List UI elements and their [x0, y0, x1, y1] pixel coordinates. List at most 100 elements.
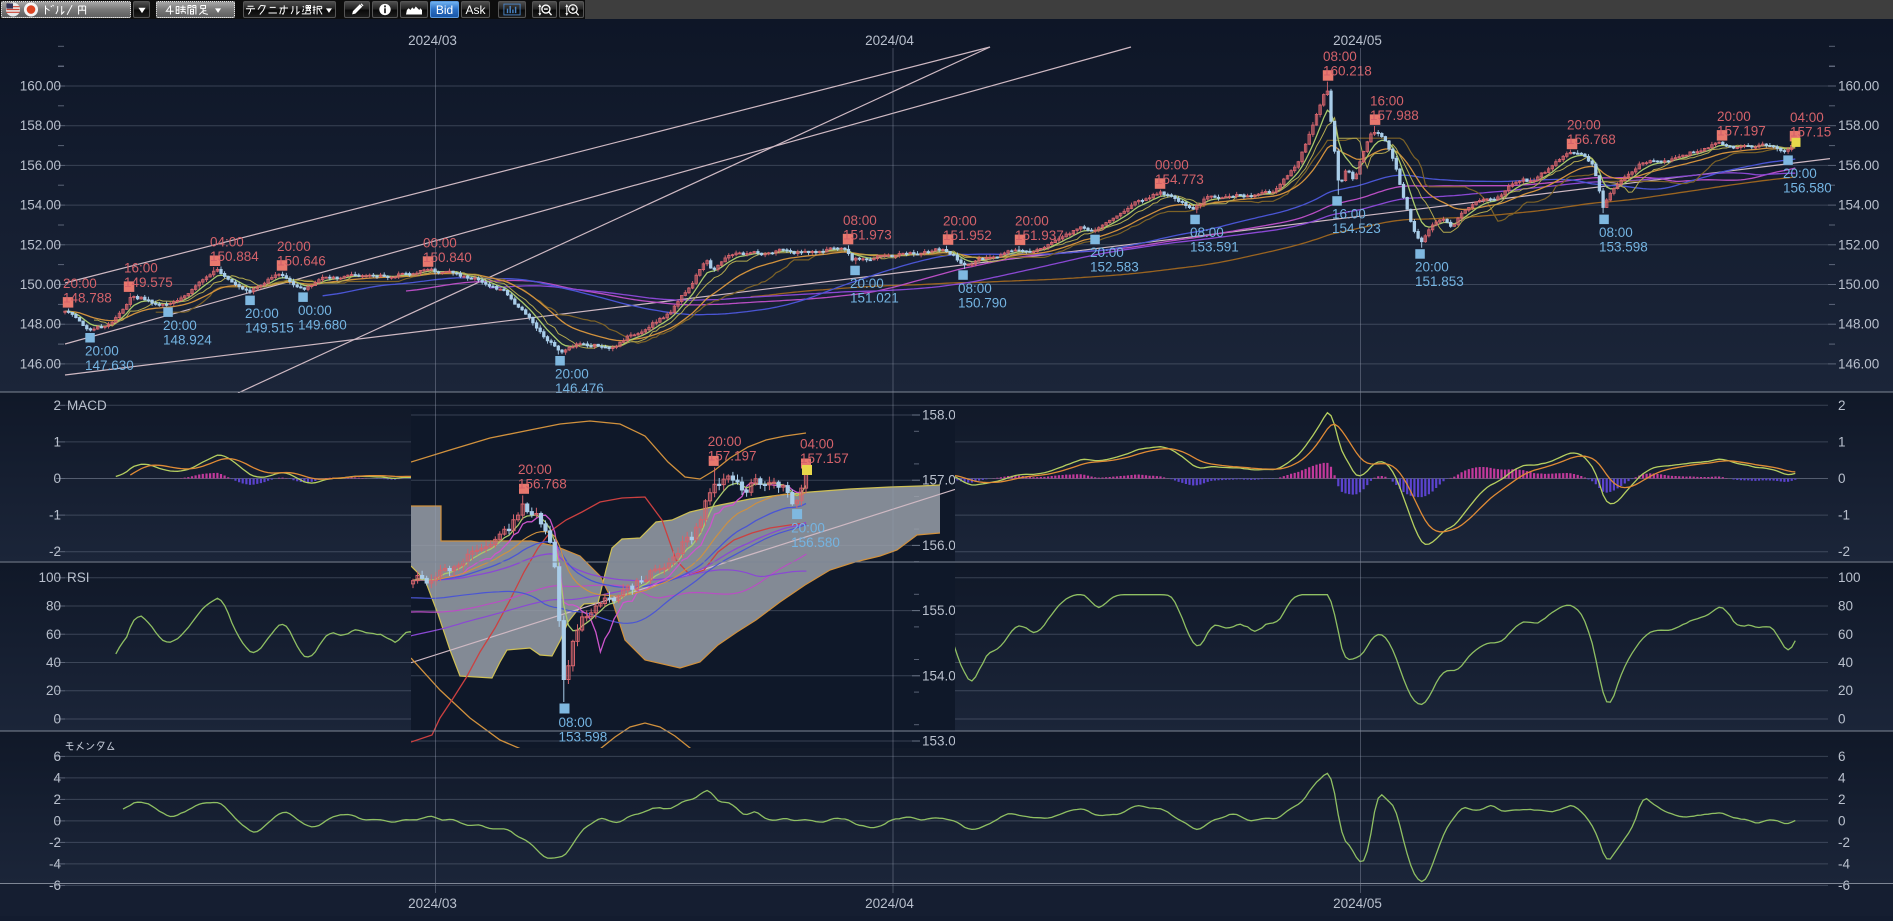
- svg-text:40: 40: [46, 655, 61, 670]
- svg-text:151.853: 151.853: [1415, 274, 1464, 289]
- svg-text:16:00: 16:00: [1370, 93, 1404, 108]
- svg-text:20:00: 20:00: [277, 239, 311, 254]
- svg-text:0: 0: [53, 471, 61, 486]
- svg-text:156.580: 156.580: [791, 535, 840, 550]
- svg-text:151.937: 151.937: [1015, 228, 1064, 243]
- svg-text:20:00: 20:00: [163, 318, 197, 333]
- svg-text:2024/03: 2024/03: [408, 33, 457, 48]
- svg-text:-4: -4: [49, 856, 61, 871]
- svg-text:152.00: 152.00: [1838, 237, 1879, 252]
- svg-text:16:00: 16:00: [124, 260, 158, 275]
- svg-text:160.00: 160.00: [20, 79, 61, 94]
- svg-text:149.680: 149.680: [298, 317, 347, 332]
- svg-text:148.00: 148.00: [20, 317, 61, 332]
- svg-text:20:00: 20:00: [245, 306, 279, 321]
- svg-text:154.773: 154.773: [1155, 172, 1204, 187]
- svg-text:20:00: 20:00: [555, 367, 589, 382]
- svg-text:2024/04: 2024/04: [865, 33, 914, 48]
- svg-text:60: 60: [46, 627, 61, 642]
- svg-text:149.575: 149.575: [124, 275, 173, 290]
- svg-text:149.515: 149.515: [245, 321, 294, 336]
- svg-text:20:00: 20:00: [63, 276, 97, 291]
- svg-text:154.00: 154.00: [20, 198, 61, 213]
- svg-text:6: 6: [53, 749, 61, 764]
- svg-text:0: 0: [53, 712, 61, 727]
- svg-text:160.218: 160.218: [1323, 64, 1372, 79]
- svg-text:155.00: 155.00: [922, 603, 963, 618]
- svg-text:153.598: 153.598: [559, 730, 608, 745]
- svg-text:80: 80: [1838, 599, 1853, 614]
- svg-text:-2: -2: [49, 835, 61, 850]
- svg-text:156.00: 156.00: [20, 158, 61, 173]
- svg-text:150.884: 150.884: [210, 249, 259, 264]
- svg-text:146.00: 146.00: [1838, 356, 1879, 371]
- svg-text:150.840: 150.840: [423, 250, 472, 265]
- svg-text:150.00: 150.00: [20, 277, 61, 292]
- svg-text:20:00: 20:00: [1567, 118, 1601, 133]
- svg-text:153.591: 153.591: [1190, 240, 1239, 255]
- svg-text:08:00: 08:00: [559, 715, 593, 730]
- svg-text:151.021: 151.021: [850, 291, 899, 306]
- svg-text:04:00: 04:00: [1790, 110, 1824, 125]
- svg-text:146.00: 146.00: [20, 356, 61, 371]
- svg-text:6: 6: [1838, 749, 1846, 764]
- svg-text:148.00: 148.00: [1838, 317, 1879, 332]
- svg-text:156.768: 156.768: [518, 476, 567, 491]
- svg-text:2024/05: 2024/05: [1333, 896, 1382, 911]
- svg-text:157.157: 157.157: [1790, 124, 1839, 139]
- svg-text:158.00: 158.00: [1838, 118, 1879, 133]
- svg-text:2: 2: [1838, 398, 1846, 413]
- svg-text:20:00: 20:00: [1090, 245, 1124, 260]
- svg-text:80: 80: [46, 599, 61, 614]
- svg-text:158.00: 158.00: [20, 118, 61, 133]
- svg-text:0: 0: [53, 813, 61, 828]
- svg-text:146.476: 146.476: [555, 381, 604, 396]
- svg-text:20:00: 20:00: [518, 462, 552, 477]
- svg-text:157.197: 157.197: [708, 448, 757, 463]
- svg-text:151.952: 151.952: [943, 228, 992, 243]
- svg-text:20:00: 20:00: [850, 276, 884, 291]
- svg-text:08:00: 08:00: [843, 213, 877, 228]
- svg-text:MACD: MACD: [67, 398, 107, 413]
- svg-text:-2: -2: [1838, 835, 1850, 850]
- svg-text:153.00: 153.00: [922, 734, 963, 749]
- svg-text:20:00: 20:00: [943, 213, 977, 228]
- svg-text:147.630: 147.630: [85, 358, 134, 373]
- svg-text:158.00: 158.00: [922, 408, 963, 423]
- svg-text:20:00: 20:00: [708, 434, 742, 449]
- svg-text:160.00: 160.00: [1838, 79, 1879, 94]
- svg-text:152.00: 152.00: [20, 237, 61, 252]
- svg-text:-1: -1: [49, 508, 61, 523]
- svg-text:157.988: 157.988: [1370, 108, 1419, 123]
- svg-text:150.646: 150.646: [277, 254, 326, 269]
- svg-text:154.523: 154.523: [1332, 221, 1381, 236]
- svg-text:20:00: 20:00: [1015, 214, 1049, 229]
- svg-text:20: 20: [1838, 683, 1853, 698]
- svg-text:20:00: 20:00: [85, 344, 119, 359]
- svg-text:0: 0: [1838, 471, 1846, 486]
- svg-text:-6: -6: [1838, 878, 1850, 893]
- svg-text:2024/05: 2024/05: [1333, 33, 1382, 48]
- svg-text:1: 1: [1838, 434, 1846, 449]
- svg-text:-2: -2: [49, 544, 61, 559]
- svg-text:2: 2: [53, 398, 61, 413]
- svg-text:156.00: 156.00: [1838, 158, 1879, 173]
- svg-text:20:00: 20:00: [1415, 260, 1449, 275]
- svg-text:4: 4: [53, 770, 61, 785]
- svg-text:20:00: 20:00: [791, 521, 825, 536]
- svg-text:0: 0: [1838, 813, 1846, 828]
- svg-text:08:00: 08:00: [958, 281, 992, 296]
- svg-text:157.00: 157.00: [922, 473, 963, 488]
- svg-text:2024/04: 2024/04: [865, 896, 914, 911]
- svg-text:08:00: 08:00: [1323, 49, 1357, 64]
- svg-text:154.00: 154.00: [1838, 198, 1879, 213]
- svg-text:152.583: 152.583: [1090, 260, 1139, 275]
- svg-text:20: 20: [46, 683, 61, 698]
- svg-text:20:00: 20:00: [1717, 109, 1751, 124]
- svg-text:00:00: 00:00: [423, 235, 457, 250]
- svg-text:04:00: 04:00: [210, 235, 244, 250]
- svg-text:40: 40: [1838, 655, 1853, 670]
- svg-text:100: 100: [38, 570, 61, 585]
- svg-text:-4: -4: [1838, 856, 1850, 871]
- svg-text:-6: -6: [49, 878, 61, 893]
